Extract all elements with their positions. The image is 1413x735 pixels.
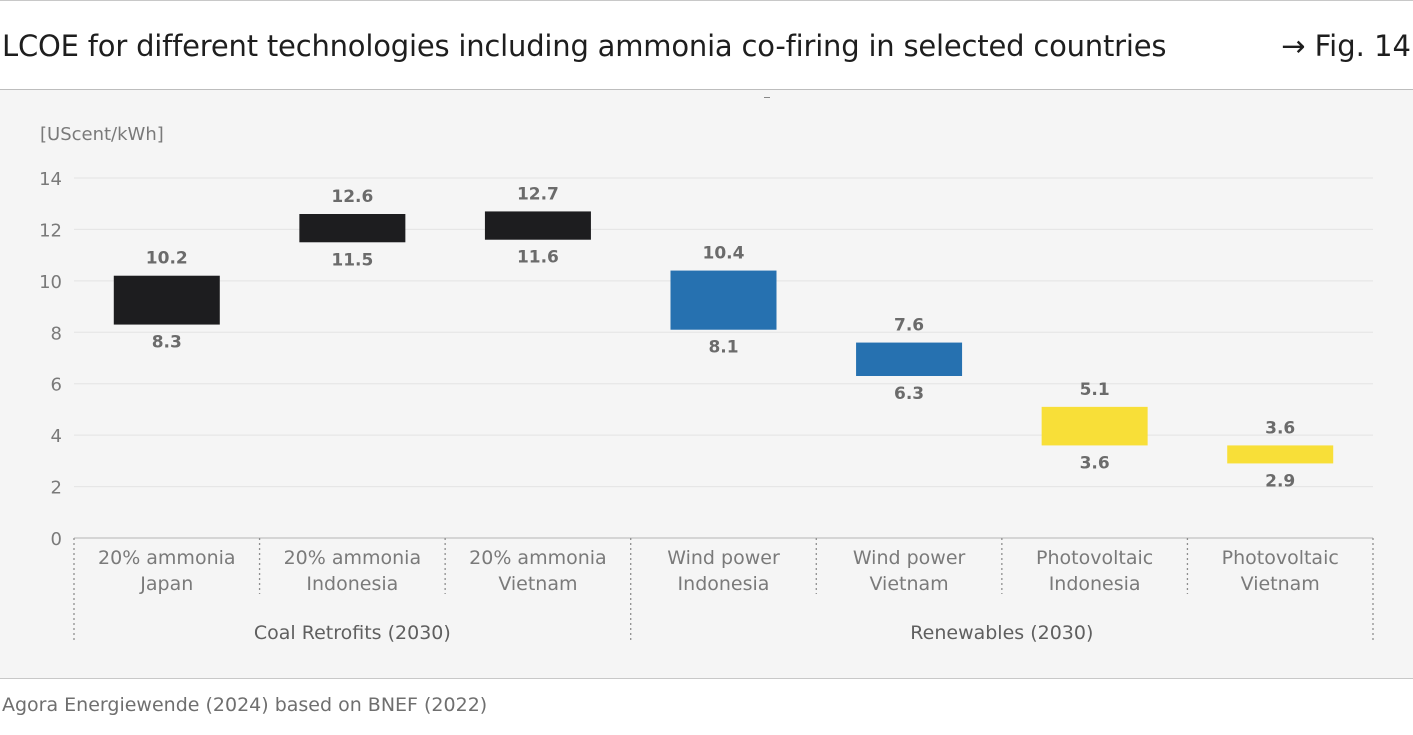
y-tick-label: 14 [39,169,62,190]
low-value-label: 8.1 [708,338,738,358]
range-bar [299,214,406,243]
y-tick-label: 10 [39,272,62,293]
range-bar [856,342,963,376]
category-label-line2: Indonesia [306,573,398,595]
low-value-label: 2.9 [1265,471,1295,491]
category-label-line1: 20% ammonia [284,547,422,569]
high-value-label: 12.7 [517,184,559,204]
header-rule [0,89,1413,90]
y-tick-label: 0 [51,529,62,550]
high-value-label: 12.6 [331,187,373,207]
range-bar [1227,445,1334,464]
low-value-label: 11.6 [517,248,559,268]
category-label-line2: Vietnam [869,573,948,595]
figure-reference: → Fig. 14 [1281,29,1411,63]
y-tick-label: 2 [51,478,62,499]
figure-header: LCOE for different technologies includin… [0,1,1413,89]
range-bar [670,270,777,330]
high-value-label: 5.1 [1080,380,1110,400]
high-value-label: 10.2 [146,249,188,269]
category-label-line1: 20% ammonia [98,547,236,569]
category-label-line2: Indonesia [678,573,770,595]
category-label-line1: 20% ammonia [469,547,607,569]
low-value-label: 3.6 [1080,453,1110,473]
y-tick-label: 4 [51,426,62,447]
y-tick-label: 6 [51,375,62,396]
low-value-label: 8.3 [152,333,182,353]
footer-rule [0,678,1413,679]
category-label-line1: Wind power [853,547,966,569]
group-label: Renewables (2030) [910,622,1093,644]
chart-title: LCOE for different technologies includin… [2,29,1167,63]
category-label-line2: Vietnam [498,573,577,595]
low-value-label: 6.3 [894,384,924,404]
high-value-label: 3.6 [1265,418,1295,438]
range-bar [484,211,591,240]
category-label-line1: Wind power [667,547,780,569]
small-dash-mark [764,97,770,98]
category-label-line1: Photovoltaic [1222,547,1339,569]
y-unit-label: [UScent/kWh] [40,124,164,145]
high-value-label: 7.6 [894,316,924,336]
category-label-line2: Vietnam [1241,573,1320,595]
low-value-label: 11.5 [331,250,373,270]
y-tick-label: 8 [51,323,62,344]
source-note: Agora Energiewende (2024) based on BNEF … [2,694,488,716]
y-tick-label: 12 [39,220,62,241]
top-rule [0,0,1413,1]
range-bar [113,275,220,325]
range-bar [1041,406,1148,446]
category-label-line2: Japan [139,573,193,595]
group-label: Coal Retrofits (2030) [254,622,451,644]
high-value-label: 10.4 [703,244,745,264]
category-label-line2: Indonesia [1049,573,1141,595]
category-label-line1: Photovoltaic [1036,547,1153,569]
